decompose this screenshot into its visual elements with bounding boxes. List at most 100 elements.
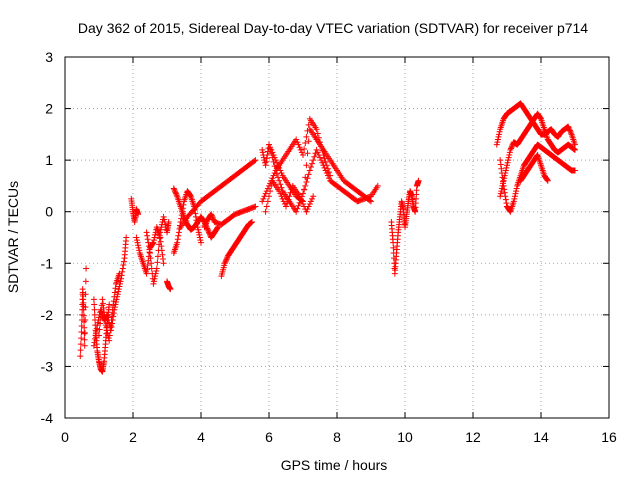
data-point [93, 325, 100, 332]
data-point [147, 249, 153, 256]
data-point [500, 182, 507, 189]
data-point [300, 151, 306, 158]
data-point [91, 339, 98, 346]
data-point [175, 229, 182, 236]
axis-ticks [64, 56, 610, 419]
data-point [194, 220, 201, 227]
data-point [144, 232, 151, 239]
x-tick-label: 2 [129, 429, 137, 445]
data-point [313, 146, 320, 153]
data-point [314, 130, 321, 137]
data-point [262, 208, 269, 215]
data-point [91, 306, 98, 313]
data-point [301, 145, 308, 152]
data-point [277, 190, 284, 197]
x-tick-label: 14 [533, 429, 549, 445]
data-point [148, 260, 155, 267]
data-point [221, 260, 228, 267]
data-point [305, 171, 312, 178]
data-point [179, 205, 186, 212]
x-tick-label: 0 [61, 429, 69, 445]
data-point [160, 255, 167, 262]
x-tick-label: 4 [197, 429, 205, 445]
data-point [305, 121, 312, 128]
data-point [304, 150, 311, 157]
data-point [500, 178, 507, 185]
data-point [301, 186, 308, 193]
data-point [167, 286, 174, 293]
data-point [263, 155, 270, 162]
data-point [313, 126, 320, 133]
data-point [269, 149, 276, 156]
data-point [97, 320, 104, 327]
data-point [504, 159, 511, 166]
data-point [82, 278, 89, 285]
data-point [196, 234, 203, 241]
data-point [566, 126, 573, 133]
data-point [150, 237, 157, 244]
data-point [506, 149, 513, 156]
data-point [284, 200, 291, 207]
data-point [78, 335, 85, 342]
data-point [214, 225, 221, 232]
data-point [314, 149, 321, 156]
data-point [133, 237, 140, 244]
data-point [175, 232, 182, 239]
data-point [304, 206, 311, 213]
data-point [105, 314, 112, 321]
data-point [110, 298, 117, 305]
data-point [268, 146, 275, 153]
data-point [195, 229, 202, 236]
data-point [259, 198, 266, 205]
data-point [319, 159, 326, 166]
y-tick-label: -4 [41, 410, 54, 426]
data-point [82, 317, 89, 324]
data-point [297, 146, 304, 153]
data-point [103, 324, 110, 331]
x-tick-label: 6 [265, 429, 273, 445]
data-point [160, 213, 167, 220]
data-point [134, 239, 141, 246]
data-point [146, 246, 153, 253]
data-point [267, 188, 274, 195]
data-point [165, 219, 172, 226]
data-point [90, 342, 97, 349]
data-point [112, 285, 119, 292]
data-point [512, 190, 519, 197]
data-point [300, 198, 306, 205]
data-point [500, 177, 507, 184]
data-point [275, 174, 282, 181]
data-point [293, 208, 300, 215]
data-point [544, 176, 551, 183]
data-point [109, 306, 116, 313]
data-point [116, 283, 123, 290]
data-point [106, 337, 113, 344]
data-point [96, 326, 103, 333]
data-point [149, 240, 156, 247]
data-point [502, 196, 509, 203]
data-point [208, 211, 215, 218]
data-point [157, 229, 164, 236]
data-point [260, 154, 267, 161]
data-point [508, 144, 515, 151]
data-point [327, 172, 334, 179]
data-point [567, 128, 574, 135]
data-point [262, 190, 269, 197]
data-point [81, 329, 88, 336]
data-point [511, 193, 518, 200]
data-point [271, 170, 278, 177]
data-point [495, 133, 502, 140]
data-point [135, 211, 142, 218]
data-point [152, 273, 159, 280]
data-point [260, 195, 267, 202]
data-point [77, 347, 84, 354]
data-point [81, 342, 88, 349]
data-point [368, 198, 374, 205]
data-point [173, 190, 180, 197]
data-point [300, 190, 306, 197]
data-point [303, 179, 310, 186]
data-point [494, 139, 501, 146]
data-point [171, 186, 178, 193]
data-point [303, 162, 310, 169]
data-point [276, 164, 283, 171]
